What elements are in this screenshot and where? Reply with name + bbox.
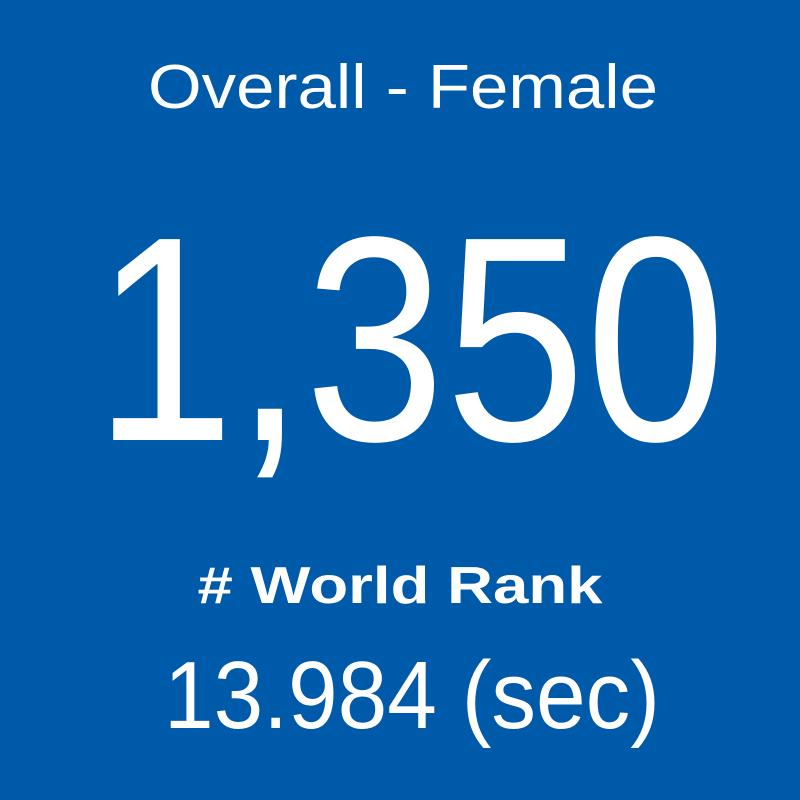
tile-label: # World Rank: [198, 557, 603, 615]
tile-time: 13.984 (sec): [164, 642, 660, 749]
tile-value: 1,350: [94, 176, 726, 502]
tile-title: Overall - Female: [148, 53, 658, 122]
